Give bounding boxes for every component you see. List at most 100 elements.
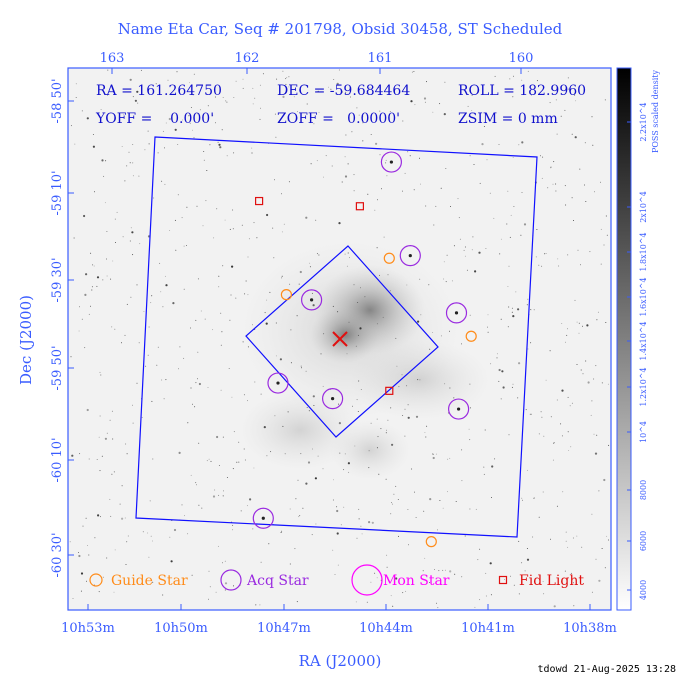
sky-star (315, 523, 317, 525)
sky-star (607, 383, 609, 385)
sky-star (542, 491, 544, 493)
sky-star (549, 350, 551, 352)
acq-star-marker (447, 398, 470, 420)
sky-star (426, 81, 427, 83)
sky-star (513, 75, 514, 77)
sky-star (469, 314, 471, 316)
sky-star (208, 458, 210, 460)
sky-star (423, 97, 427, 100)
sky-star (433, 454, 434, 455)
acq-star-marker (380, 151, 402, 173)
sky-star (274, 113, 276, 115)
sky-star (313, 123, 315, 125)
sky-star (288, 76, 290, 78)
sky-star (281, 277, 283, 279)
sky-star (178, 451, 181, 454)
sky-star (287, 119, 289, 121)
sky-star (474, 606, 476, 608)
sky-star (78, 554, 81, 558)
sky-star (552, 183, 554, 185)
sky-star (150, 302, 152, 304)
y-tick-label: -59 50' (50, 345, 65, 390)
sky-star (444, 383, 446, 385)
sky-star (376, 447, 378, 449)
sky-star (550, 416, 552, 418)
sky-star (597, 311, 599, 313)
sky-star (596, 434, 598, 436)
sky-star (449, 457, 451, 459)
sky-star (215, 122, 216, 124)
sky-star (573, 220, 574, 221)
sky-star (567, 77, 569, 79)
sky-star (126, 165, 128, 167)
acq-star-marker (321, 388, 344, 410)
sky-star (387, 577, 389, 579)
sky-star (207, 387, 209, 388)
sky-star (509, 236, 511, 238)
sky-star (338, 422, 341, 425)
sky-star (177, 144, 179, 145)
sky-star (226, 155, 228, 157)
sky-star (332, 549, 334, 551)
sky-star (543, 593, 545, 595)
sky-star (136, 382, 138, 384)
y-tick-label: -59 10' (50, 170, 65, 215)
sky-star (94, 537, 96, 539)
sky-star (193, 137, 195, 139)
sky-star (526, 558, 530, 561)
sky-star (252, 87, 254, 89)
sky-star (553, 605, 556, 608)
sky-star (124, 517, 126, 519)
sky-star (469, 508, 471, 510)
sky-star (530, 309, 532, 311)
sky-star (360, 389, 362, 390)
sky-star (244, 459, 246, 461)
sky-star (217, 545, 219, 547)
sky-star (411, 71, 413, 73)
sky-star (285, 83, 287, 85)
sky-star (442, 569, 444, 571)
sky-star (289, 563, 291, 565)
sky-star (231, 265, 234, 268)
sky-star (530, 342, 532, 344)
sky-star (539, 155, 541, 157)
sky-star (78, 330, 80, 332)
sky-star (298, 283, 300, 285)
sky-star (595, 558, 597, 560)
sky-star (86, 408, 89, 412)
sky-star (263, 426, 266, 429)
sky-star (474, 270, 477, 273)
sky-star (598, 579, 601, 582)
sky-star (148, 326, 150, 328)
sky-star (281, 193, 282, 195)
sky-star (454, 573, 456, 575)
sky-star (429, 498, 432, 501)
sky-star (481, 143, 484, 146)
sky-star (486, 159, 488, 161)
sky-star (149, 500, 151, 502)
colorbar-tick-label: 1.4x10^4 (639, 321, 648, 360)
sky-star (126, 541, 128, 543)
sky-star (395, 337, 397, 339)
sky-star (401, 374, 403, 376)
info-yoff: YOFF = 0.000' (95, 111, 214, 127)
sky-star (233, 152, 235, 154)
sky-star (553, 442, 554, 444)
colorbar-ticks: 4000 6000 8000 10^4 1.2x10^4 1.4x10^4 1.6x10^4… (627, 102, 648, 600)
sky-star (532, 536, 534, 538)
sky-star (174, 128, 177, 131)
sky-star (129, 240, 131, 242)
x-tick-label: 10h44m (359, 621, 413, 636)
sky-star (192, 403, 193, 405)
sky-star (164, 147, 165, 149)
sky-star (98, 591, 100, 593)
sky-star (165, 379, 167, 381)
sky-star (247, 294, 249, 296)
sky-star (276, 78, 278, 80)
sky-star (192, 129, 193, 131)
sky-star (114, 328, 116, 330)
sky-star (256, 237, 258, 239)
sky-star (404, 435, 406, 437)
info-dec: DEC = -59.684464 (277, 83, 410, 99)
sky-star (565, 204, 567, 206)
